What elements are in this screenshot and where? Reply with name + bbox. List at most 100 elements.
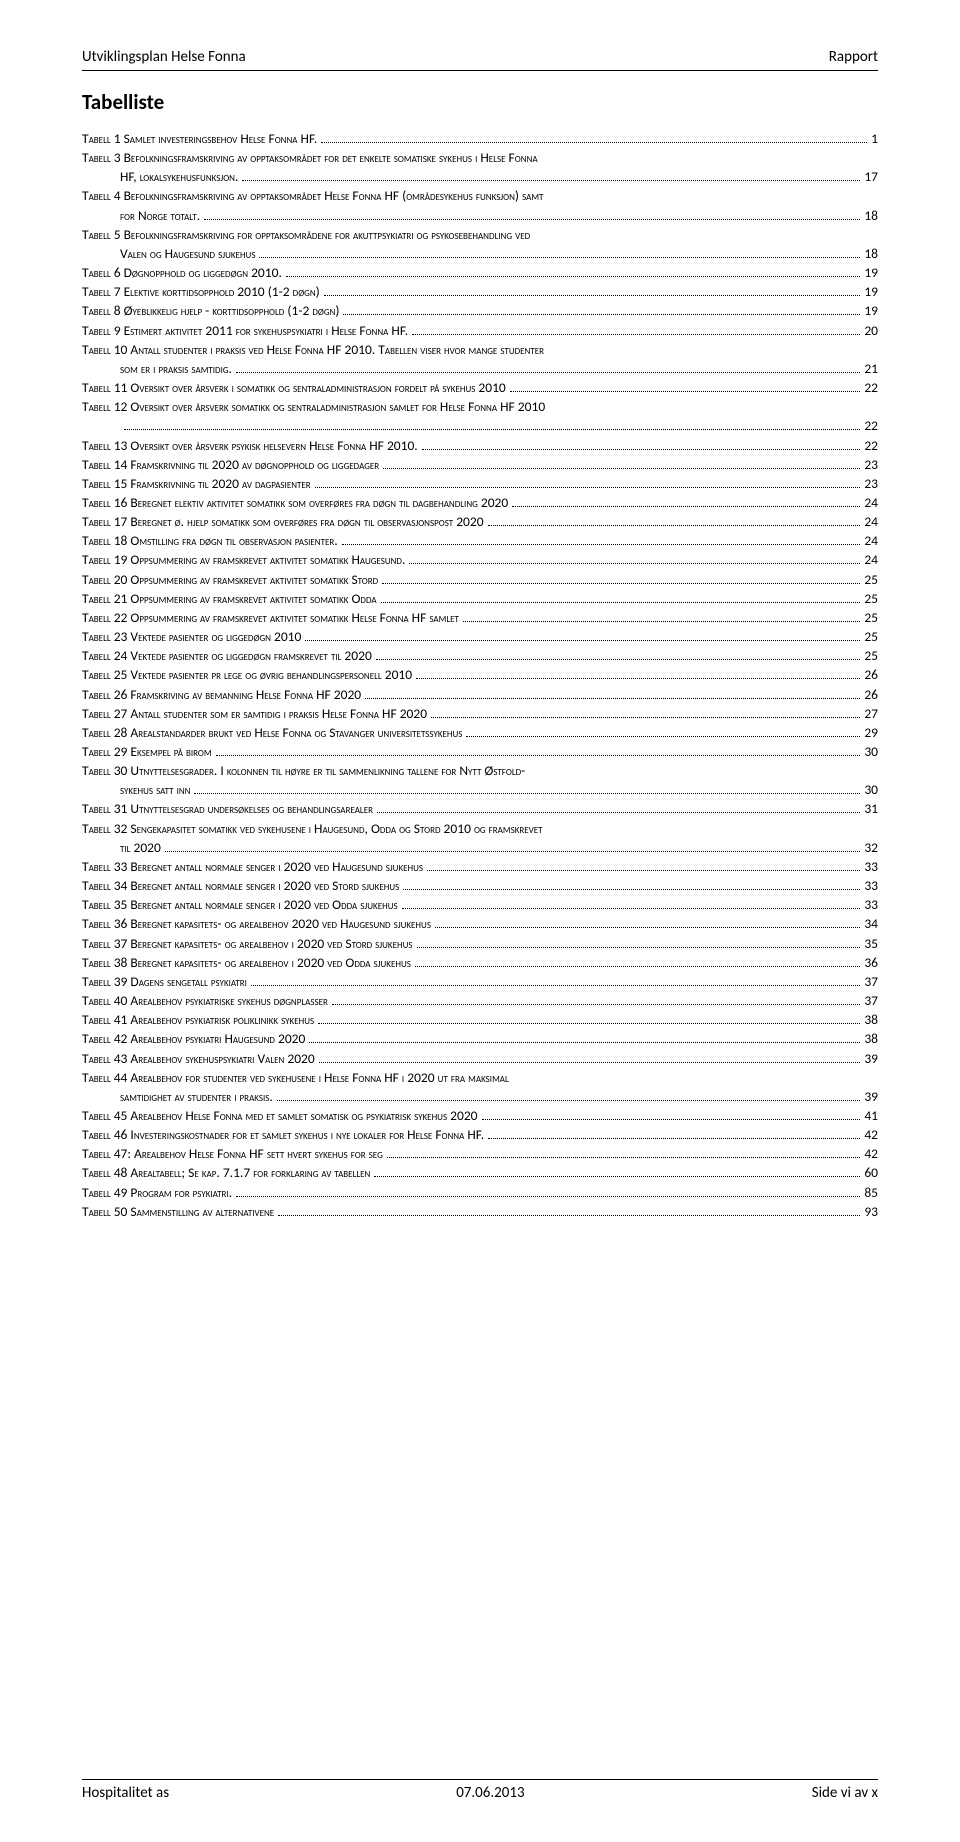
toc-entry-text: sykehus satt inn [120, 780, 190, 799]
toc-entry-text: Tabell 45 Arealbehov Helse Fonna med et … [82, 1106, 478, 1125]
toc-entry: Tabell 33 Beregnet antall normale senger… [82, 857, 878, 876]
toc-entry-text: Tabell 37 Beregnet kapasitets- og arealb… [82, 934, 413, 953]
toc-entry: Tabell 36 Beregnet kapasitets- og arealb… [82, 914, 878, 933]
toc-entry: Tabell 50 Sammenstilling av alternativen… [82, 1202, 878, 1221]
toc-leader-dots [319, 1062, 861, 1063]
toc-entry-text: Tabell 15 Framskrivning til 2020 av dagp… [82, 474, 311, 493]
toc-leader-dots [482, 1119, 861, 1120]
toc-entry: Tabell 13 Oversikt over årsverk psykisk … [82, 436, 878, 455]
toc-entry-continuation: samtidighet av studenter i praksis.39 [82, 1087, 878, 1106]
toc-leader-dots [315, 487, 861, 488]
toc-page-number: 36 [864, 953, 878, 972]
toc-entry-continuation: til 202032 [82, 838, 878, 857]
toc-leader-dots [194, 793, 860, 794]
toc-entry-text: Tabell 20 Oppsummering av framskrevet ak… [82, 570, 378, 589]
toc-entry-text: som er i praksis samtidig. [120, 359, 232, 378]
toc-entry: Tabell 18 Omstilling fra døgn til observ… [82, 531, 878, 550]
toc-entry-text: Tabell 30 Utnyttelsesgrader. I kolonnen … [82, 761, 525, 780]
toc-entry: Tabell 28 Arealstandarder brukt ved Hels… [82, 723, 878, 742]
toc-entry-text: Tabell 35 Beregnet antall normale senger… [82, 895, 398, 914]
section-title: Tabelliste [82, 89, 878, 115]
toc-page-number: 25 [864, 608, 878, 627]
toc-page-number: 18 [864, 206, 878, 225]
page-footer: Hospitalitet as 07.06.2013 Side vi av x [82, 1779, 878, 1802]
toc-entry: Tabell 27 Antall studenter som er samtid… [82, 704, 878, 723]
toc-entry-text: Tabell 39 Dagens sengetall psykiatri [82, 972, 247, 991]
toc-entry-text: Tabell 21 Oppsummering av framskrevet ak… [82, 589, 377, 608]
toc-leader-dots [417, 947, 861, 948]
toc-entry-text: Tabell 26 Framskriving av bemanning Hels… [82, 685, 361, 704]
toc-entry-text: Tabell 7 Elektive korttidsopphold 2010 (… [82, 282, 320, 301]
toc-entry-text: Tabell 4 Befolkningsframskriving av oppt… [82, 186, 543, 205]
toc-entry: Tabell 35 Beregnet antall normale senger… [82, 895, 878, 914]
toc-entry-text: Tabell 48 Arealtabell; Se kap. 7.1.7 for… [82, 1163, 370, 1182]
toc-entry-text: Tabell 41 Arealbehov psykiatrisk polikli… [82, 1010, 314, 1029]
toc-entry-text: Tabell 8 Øyeblikkelig hjelp - korttidsop… [82, 301, 339, 320]
toc-leader-dots [382, 583, 860, 584]
toc-entry-text: Tabell 47: Arealbehov Helse Fonna HF set… [82, 1144, 383, 1163]
toc-entry-text: Tabell 32 Sengekapasitet somatikk ved sy… [82, 819, 543, 838]
toc-page-number: 93 [864, 1202, 878, 1221]
toc-page-number: 24 [864, 550, 878, 569]
toc-page-number: 25 [864, 589, 878, 608]
toc-leader-dots [251, 985, 860, 986]
toc-leader-dots [427, 870, 860, 871]
toc-page-number: 42 [864, 1125, 878, 1144]
toc-page-number: 22 [864, 378, 878, 397]
toc-leader-dots [431, 717, 860, 718]
toc-entry-text: Tabell 25 Vektede pasienter pr lege og ø… [82, 665, 412, 684]
toc-entry-text: Tabell 18 Omstilling fra døgn til observ… [82, 531, 338, 550]
toc-entry: Tabell 7 Elektive korttidsopphold 2010 (… [82, 282, 878, 301]
toc-entry-text: for Norge totalt. [120, 206, 200, 225]
toc-entry-text: Tabell 29 Eksempel på birom [82, 742, 212, 761]
toc-entry: Tabell 34 Beregnet antall normale senger… [82, 876, 878, 895]
toc-entry: Tabell 5 Befolkningsframskriving for opp… [82, 225, 878, 244]
toc-entry: Tabell 15 Framskrivning til 2020 av dagp… [82, 474, 878, 493]
toc-entry-text: Tabell 44 Arealbehov for studenter ved s… [82, 1068, 509, 1087]
toc-entry: Tabell 29 Eksempel på birom30 [82, 742, 878, 761]
toc-page-number: 37 [864, 991, 878, 1010]
toc-entry: Tabell 3 Befolkningsframskriving av oppt… [82, 148, 878, 167]
toc-entry-text: Tabell 19 Oppsummering av framskrevet ak… [82, 550, 405, 569]
toc-leader-dots [381, 602, 861, 603]
toc-leader-dots [236, 1196, 860, 1197]
toc-entry: Tabell 45 Arealbehov Helse Fonna med et … [82, 1106, 878, 1125]
toc-leader-dots [332, 1004, 860, 1005]
toc-page-number: 1 [871, 129, 878, 148]
toc-page-number: 23 [864, 474, 878, 493]
header-divider [82, 70, 878, 71]
toc-leader-dots [510, 391, 861, 392]
toc-leader-dots [488, 525, 861, 526]
toc-leader-dots [204, 219, 860, 220]
toc-page-number: 41 [864, 1106, 878, 1125]
toc-entry: Tabell 17 Beregnet ø. hjelp somatikk som… [82, 512, 878, 531]
toc-entry: Tabell 4 Befolkningsframskriving av oppt… [82, 186, 878, 205]
toc-leader-dots [324, 295, 861, 296]
toc-entry: Tabell 6 Døgnopphold og liggedøgn 2010.1… [82, 263, 878, 282]
toc-page-number: 85 [864, 1183, 878, 1202]
toc-page-number: 24 [864, 493, 878, 512]
toc-page-number: 39 [864, 1087, 878, 1106]
toc-leader-dots [377, 812, 860, 813]
toc-entry-continuation: Valen og Haugesund sjukehus18 [82, 244, 878, 263]
toc-page-number: 23 [864, 455, 878, 474]
toc-entry: Tabell 14 Framskrivning til 2020 av døgn… [82, 455, 878, 474]
toc-page-number: 38 [864, 1010, 878, 1029]
toc-page-number: 21 [864, 359, 878, 378]
table-of-contents: Tabell 1 Samlet investeringsbehov Helse … [82, 129, 878, 1221]
toc-leader-dots [236, 372, 860, 373]
toc-entry-text: Tabell 14 Framskrivning til 2020 av døgn… [82, 455, 379, 474]
toc-entry: Tabell 19 Oppsummering av framskrevet ak… [82, 550, 878, 569]
toc-entry: Tabell 24 Vektede pasienter og liggedøgn… [82, 646, 878, 665]
toc-entry: Tabell 40 Arealbehov psykiatriske sykehu… [82, 991, 878, 1010]
toc-entry-text: Tabell 23 Vektede pasienter og liggedøgn… [82, 627, 301, 646]
toc-entry-text: Tabell 38 Beregnet kapasitets- og arealb… [82, 953, 411, 972]
toc-leader-dots [403, 889, 860, 890]
toc-entry: Tabell 9 Estimert aktivitet 2011 for syk… [82, 321, 878, 340]
toc-entry: Tabell 10 Antall studenter i praksis ved… [82, 340, 878, 359]
toc-entry: Tabell 8 Øyeblikkelig hjelp - korttidsop… [82, 301, 878, 320]
toc-entry-text: Tabell 27 Antall studenter som er samtid… [82, 704, 427, 723]
toc-page-number: 31 [864, 799, 878, 818]
toc-leader-dots [165, 851, 860, 852]
toc-entry: Tabell 16 Beregnet elektiv aktivitet som… [82, 493, 878, 512]
